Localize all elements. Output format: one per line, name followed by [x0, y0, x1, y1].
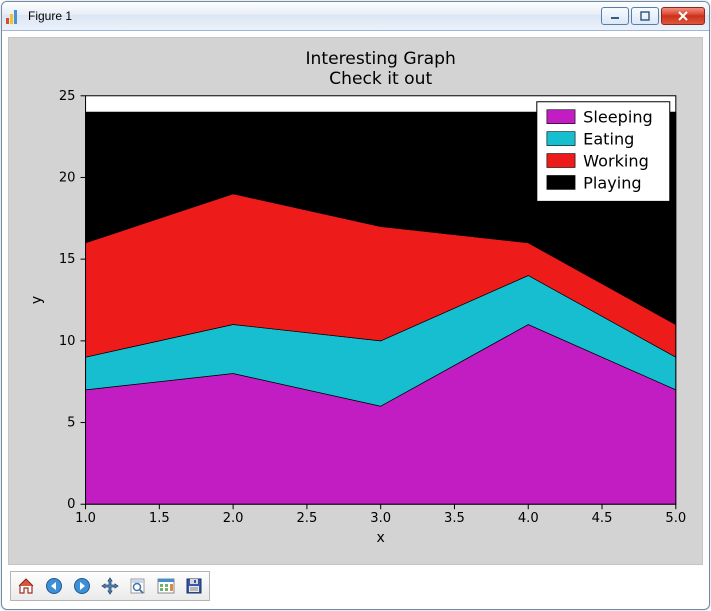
legend-swatch	[547, 175, 575, 189]
back-icon[interactable]	[41, 574, 67, 598]
save-icon[interactable]	[181, 574, 207, 598]
pan-icon[interactable]	[97, 574, 123, 598]
y-tick-label: 10	[59, 334, 76, 349]
legend-label: Sleeping	[583, 108, 653, 127]
legend-label: Playing	[583, 174, 641, 193]
y-tick-label: 20	[59, 171, 76, 186]
x-tick-label: 2.5	[296, 511, 317, 526]
window-content: 1.0 1.5 2.0 2.5 3.0 3.5 4.0 4.5 5.0 0 5 10 15 20 25 x y I…	[2, 31, 709, 609]
nav-toolbar	[8, 569, 703, 603]
chart-subtitle: Check it out	[329, 69, 432, 89]
x-tick-label: 5.0	[665, 511, 686, 526]
legend-label: Working	[583, 152, 649, 171]
x-tick-label: 4.0	[518, 511, 539, 526]
maximize-button[interactable]	[631, 7, 659, 25]
x-tick-label: 1.5	[149, 511, 170, 526]
y-axis-label: y	[29, 296, 45, 304]
x-tick-label: 3.5	[444, 511, 465, 526]
x-tick-label: 3.0	[370, 511, 391, 526]
x-tick-label: 2.0	[223, 511, 244, 526]
home-icon[interactable]	[13, 574, 39, 598]
legend-label: Eating	[583, 130, 634, 149]
figure-canvas[interactable]: 1.0 1.5 2.0 2.5 3.0 3.5 4.0 4.5 5.0 0 5 10 15 20 25 x y I…	[8, 37, 703, 565]
subplots-icon[interactable]	[153, 574, 179, 598]
y-tick-label: 5	[67, 416, 75, 431]
stackplot: 1.0 1.5 2.0 2.5 3.0 3.5 4.0 4.5 5.0 0 5 10 15 20 25 x y I…	[9, 38, 702, 564]
x-tick-label: 4.5	[592, 511, 613, 526]
x-tick-label: 1.0	[75, 511, 96, 526]
window-titlebar[interactable]: Figure 1	[2, 2, 709, 31]
minimize-button[interactable]	[601, 7, 629, 25]
legend-swatch	[547, 154, 575, 168]
y-tick-label: 15	[59, 252, 76, 267]
window-buttons	[601, 7, 705, 25]
y-tick-label: 0	[67, 497, 75, 512]
chart-title: Interesting Graph	[306, 49, 456, 69]
zoom-icon[interactable]	[125, 574, 151, 598]
x-axis-label: x	[377, 530, 385, 546]
y-tick-label: 25	[59, 89, 76, 104]
app-icon	[6, 8, 22, 24]
close-button[interactable]	[661, 7, 705, 25]
forward-icon[interactable]	[69, 574, 95, 598]
legend-swatch	[547, 110, 575, 124]
legend-swatch	[547, 132, 575, 146]
figure-window: Figure 1 1.0 1.5 2.0 2.5 3.0 3.5 4.0 4.5 5.0 0 5 10…	[1, 1, 710, 610]
window-title: Figure 1	[28, 9, 72, 23]
